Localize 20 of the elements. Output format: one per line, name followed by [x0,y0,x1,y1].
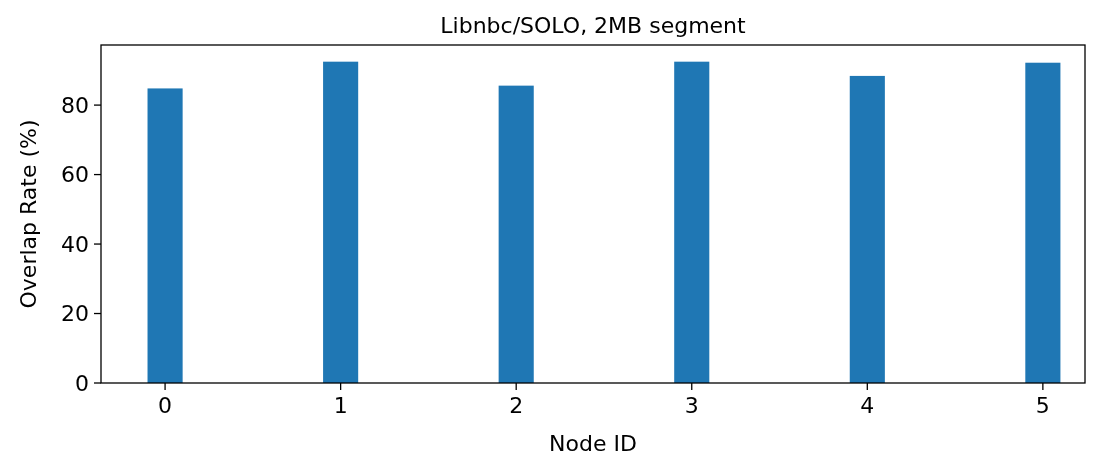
y-tick-label: 40 [61,231,89,257]
x-tick-label: 4 [860,393,875,418]
bar [323,61,359,383]
bar [498,85,534,383]
bar [147,88,183,383]
x-tick-label: 5 [1035,393,1050,418]
y-axis-title: Overlap Rate (%) [16,119,41,309]
bar [674,61,710,383]
bar [849,75,885,383]
bar [1025,62,1061,383]
y-tick-label: 80 [61,92,89,118]
x-tick-label: 0 [158,393,173,418]
x-tick-label: 2 [509,393,524,418]
chart-title: Libnbc/SOLO, 2MB segment [440,13,747,38]
y-tick-label: 0 [75,370,89,396]
x-tick-label: 3 [684,393,699,418]
y-tick-label: 20 [61,301,89,327]
x-tick-label: 1 [333,393,348,418]
y-tick-label: 60 [61,162,89,188]
x-axis-title: Node ID [549,431,637,456]
